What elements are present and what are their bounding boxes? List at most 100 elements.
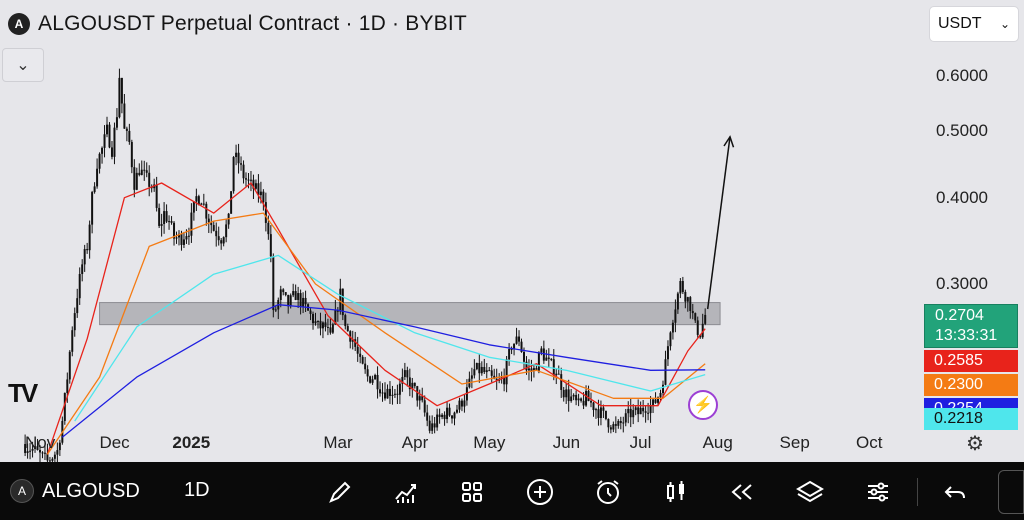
candle-body [359, 353, 362, 357]
candle-body [56, 450, 59, 455]
layers-icon[interactable] [794, 476, 826, 508]
candle-body [416, 386, 419, 401]
collapse-legend-button[interactable]: ⌄ [2, 48, 44, 82]
candle-body [374, 374, 377, 380]
projection-arrow [706, 136, 731, 310]
candles-icon[interactable] [660, 476, 692, 508]
candle-body [202, 203, 205, 205]
candle-body [314, 321, 317, 324]
candle-body [478, 362, 481, 374]
candle-body [671, 322, 674, 333]
candle-body [560, 374, 563, 390]
time-tick-label: Jun [552, 433, 581, 452]
candle-body [421, 396, 424, 401]
candle-body [140, 169, 143, 175]
candle-body [480, 366, 483, 374]
candle-body [287, 294, 290, 307]
projection-arrow-head [723, 135, 735, 148]
settings-sliders-icon[interactable] [862, 476, 894, 508]
add-plus-icon[interactable] [524, 476, 556, 508]
interval-button[interactable]: 1D [184, 479, 210, 501]
candle-body [185, 236, 188, 240]
candle-body [594, 409, 597, 411]
moving-average-line-1 [46, 182, 706, 455]
candle-body [446, 407, 449, 420]
indicators-icon[interactable] [390, 476, 422, 508]
undo-arrow-icon[interactable] [940, 476, 972, 508]
candle-body [443, 414, 446, 420]
candle-body [632, 410, 635, 418]
candle-body [413, 382, 416, 387]
candle-body [207, 218, 210, 223]
last-price-value: 0.2704 [935, 307, 984, 325]
candle-body [93, 186, 96, 193]
candle-body [617, 421, 620, 426]
candle-body [562, 389, 565, 398]
candle-body [247, 179, 250, 181]
symbol-label: ALGOUSD [42, 479, 140, 502]
candle-body [123, 103, 126, 129]
lightning-bolt-icon[interactable]: ⚡ [688, 390, 718, 420]
tradingview-logo[interactable]: TV [8, 378, 38, 408]
candle-body [463, 400, 466, 407]
candle-body [470, 375, 473, 379]
candle-body [659, 392, 662, 398]
candle-body [622, 422, 625, 424]
candle-body [36, 446, 39, 450]
candle-body [237, 152, 240, 164]
candle-body [391, 394, 394, 396]
candle-body [309, 310, 312, 314]
replay-rewind-icon[interactable] [726, 476, 758, 508]
candle-body [292, 291, 295, 296]
candle-body [475, 362, 478, 370]
candle-body [411, 382, 414, 390]
candle-body [503, 377, 506, 385]
candle-body [53, 454, 56, 459]
candle-body [393, 393, 396, 395]
candle-body [696, 320, 699, 335]
candle-body [351, 339, 354, 342]
candle-body [570, 396, 573, 402]
drawing-pen-icon[interactable] [324, 476, 356, 508]
chart-title[interactable]: ALGOUSDT Perpetual Contract · 1D · BYBIT [38, 12, 467, 35]
candle-body [525, 361, 528, 371]
candle-body [96, 168, 99, 187]
candle-body [324, 322, 327, 327]
candle-body [689, 297, 692, 311]
alarm-clock-icon[interactable] [592, 476, 624, 508]
layout-grid-icon[interactable] [456, 476, 488, 508]
candle-body [366, 369, 369, 377]
candle-body [384, 392, 387, 399]
candle-body [388, 388, 391, 396]
candle-body [652, 399, 655, 405]
candle-body [245, 178, 248, 180]
candle-body [205, 203, 208, 219]
candle-body [550, 358, 553, 360]
candle-body [604, 410, 607, 419]
side-panel-handle[interactable] [998, 470, 1024, 514]
algorand-logo-icon: A [10, 479, 34, 503]
candle-body [168, 221, 171, 223]
bar-countdown: 13:33:31 [935, 327, 998, 345]
candle-body [187, 235, 190, 237]
candle-body [163, 211, 166, 225]
algorand-logo-icon: A [8, 13, 30, 35]
candle-body [356, 346, 359, 354]
candle-body [257, 183, 260, 196]
candle-body [128, 130, 131, 142]
candle-body [488, 370, 491, 372]
candle-body [532, 368, 535, 371]
currency-select[interactable]: USDT ⌄ [929, 6, 1019, 42]
symbol-button[interactable]: A ALGOUSD [10, 479, 140, 503]
candle-body [602, 407, 605, 411]
candle-body [118, 77, 121, 118]
candle-body [31, 448, 34, 451]
candle-body [225, 224, 228, 238]
price-chart[interactable] [0, 0, 1024, 462]
settings-gear-icon[interactable]: ⚙ [966, 432, 984, 455]
time-tick-label: Sep [779, 433, 810, 452]
candle-body [674, 309, 677, 323]
price-tick-label: 0.5000 [936, 120, 988, 140]
time-tick-label: Apr [401, 433, 429, 452]
candle-body [619, 421, 622, 424]
